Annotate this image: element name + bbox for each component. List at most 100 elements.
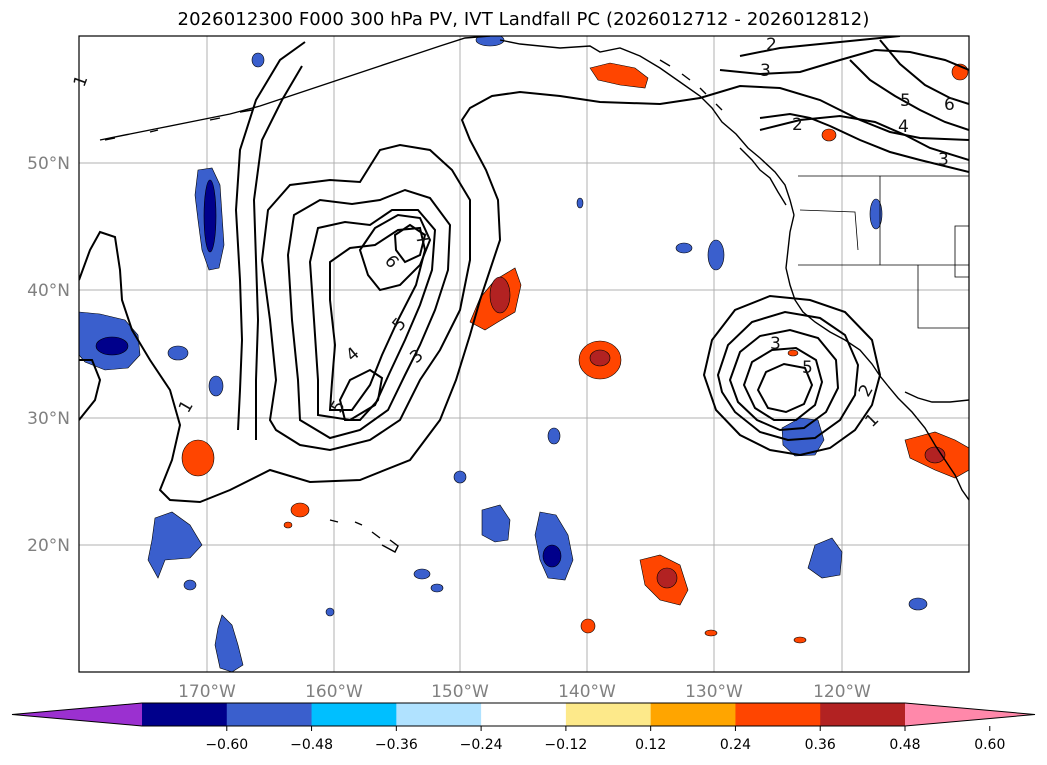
- contour-northeast-3: [719, 48, 969, 76]
- coastlines: [99, 36, 969, 553]
- pv-positive-141w-core: [589, 349, 611, 367]
- contour-central-ring-6: [358, 213, 432, 292]
- lat-label-30n: 30°N: [27, 409, 70, 429]
- colorbar-tick-label: −0.36: [375, 737, 418, 753]
- colorbar-segment: [142, 703, 228, 726]
- pv-positive-small-d: [704, 629, 718, 637]
- colorbar-outline: [11, 702, 1036, 727]
- contour-east-4: [742, 346, 824, 421]
- contour-northeast-6: [879, 39, 969, 105]
- ivt-contours: [79, 36, 969, 504]
- contour-3-loop: [252, 65, 303, 440]
- contour-east-1: [702, 294, 882, 457]
- alaska-coast: [99, 36, 491, 141]
- contour-label-5-northeast: 5: [900, 91, 911, 111]
- pv-negative-south-170w: [214, 614, 244, 672]
- contour-label-3-northeast: 3: [938, 150, 949, 170]
- colorbar-segment: [565, 703, 652, 726]
- contour-label-5-east: 5: [802, 358, 813, 378]
- alaska-peninsula: [499, 39, 795, 216]
- contour-east-5: [756, 362, 814, 414]
- colorbar-tick-label: 0.48: [889, 737, 920, 753]
- contour-central-ring-4: [328, 226, 427, 411]
- pv-negative-small-h: [430, 583, 444, 593]
- contour-northeast-5: [849, 59, 969, 131]
- ocean-background: [79, 36, 969, 672]
- lon-label-130w: 130°W: [685, 682, 743, 702]
- pv-negative-small-j: [675, 242, 693, 254]
- colorbar-segment: [481, 703, 567, 726]
- lon-label-170w: 170°W: [178, 682, 236, 702]
- pv-negative-west-edge-core: [95, 336, 129, 356]
- contour-east-3: [728, 328, 840, 432]
- political-borders: [798, 175, 969, 329]
- lon-label-160w: 160°W: [305, 682, 363, 702]
- pv-positive-small-b: [283, 521, 293, 529]
- lon-label-140w: 140°W: [558, 682, 616, 702]
- pv-positive-small-a: [290, 502, 310, 518]
- pv-positive-148w-core: [489, 276, 511, 314]
- state-line-c: [917, 265, 969, 329]
- contour-gulf-2: [759, 112, 969, 173]
- pv-negative-small-f: [453, 470, 467, 484]
- pv-positive-gulf-alaska: [589, 62, 649, 89]
- pv-positive-170w: [181, 439, 215, 477]
- colorbar-tick-label: 0.36: [805, 737, 836, 753]
- pv-negative-170w-core: [203, 179, 217, 253]
- pv-positive-135w-core: [656, 567, 678, 589]
- longitude-axis: 170°W 160°W 150°W 140°W 130°W 120°W: [178, 682, 871, 702]
- gulf-islands: [659, 59, 723, 111]
- contour-label-6-northeast: 6: [944, 95, 955, 115]
- contour-central-ring-2: [286, 188, 452, 440]
- lon-label-150w: 150°W: [431, 682, 489, 702]
- pv-negative-east-low: [781, 417, 825, 457]
- colorbar-segment: [735, 703, 821, 726]
- pv-positive-small-e: [793, 636, 807, 644]
- contour-1-west: [79, 84, 969, 504]
- aleutian-fragments: [104, 109, 253, 141]
- colorbar: −0.60 −0.48 −0.36 −0.24 −0.12 0.12 0.24 0.36 0.4…: [11, 702, 1036, 753]
- pv-negative-142w-core: [542, 544, 562, 568]
- colorbar-segment: [311, 703, 397, 726]
- pv-negative-southwest: [147, 511, 203, 579]
- pv-positive-small-h: [787, 349, 799, 357]
- contour-label-2-gulf: 2: [792, 115, 803, 135]
- pv-negative-small-d: [251, 52, 265, 68]
- colorbar-tick-label: −0.12: [544, 737, 587, 753]
- colorbar-segment: [226, 703, 313, 726]
- contour-label-4-northeast: 4: [898, 117, 909, 137]
- pv-fill-areas: [79, 36, 969, 672]
- colorbar-segment: [396, 703, 482, 726]
- pv-negative-southeast: [807, 537, 843, 579]
- contour-east-2: [716, 310, 860, 442]
- colorbar-tick-label: 0.60: [974, 737, 1005, 753]
- colorbar-tick-label: −0.24: [460, 737, 503, 753]
- pv-positive-mexico-core: [924, 446, 946, 464]
- colorbar-segment: [650, 703, 736, 726]
- pv-negative-small-b: [208, 375, 224, 397]
- contour-label-3-top: 3: [760, 61, 771, 81]
- colorbar-segment: [820, 703, 906, 726]
- hawaii-islands: [329, 519, 399, 553]
- contour-label-3-east: 3: [770, 334, 781, 354]
- state-line-e: [799, 209, 859, 251]
- pv-negative-small-l: [576, 197, 584, 209]
- colorbar-tick-label: 0.24: [720, 737, 751, 753]
- pv-negative-small-g: [413, 568, 431, 580]
- latitude-axis: 50°N 40°N 30°N 20°N: [27, 154, 70, 556]
- contour-2-outer: [234, 41, 306, 431]
- lat-label-20n: 20°N: [27, 536, 70, 556]
- contour-1-west-b: [79, 359, 102, 421]
- contour-northeast-2: [739, 36, 901, 57]
- pv-negative-small-a: [167, 345, 189, 361]
- contour-northeast-4: [759, 114, 969, 161]
- pv-negative-small-c: [183, 579, 197, 591]
- contour-label-2-top: 2: [766, 35, 777, 55]
- lat-label-40n: 40°N: [27, 281, 70, 301]
- map-plot-area: [79, 36, 969, 672]
- colorbar-tick-label: 0.12: [635, 737, 666, 753]
- contour-central-ring-7: [393, 223, 427, 264]
- pv-positive-small-c: [580, 618, 596, 634]
- pv-negative-small-e: [547, 427, 561, 445]
